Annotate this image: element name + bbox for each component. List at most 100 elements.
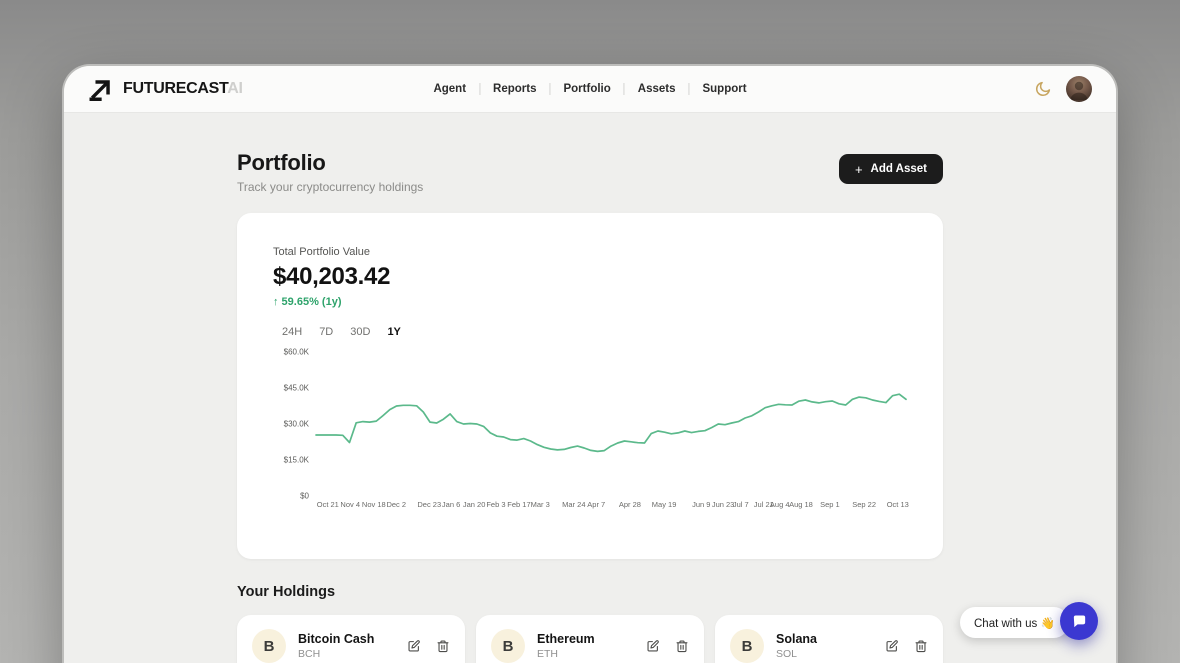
x-tick-label: Nov 4 [340,500,361,509]
edit-icon[interactable] [646,639,660,653]
asset-name: Ethereum [537,632,595,646]
brand-suffix-text: AI [227,80,243,97]
chat-with-us-button[interactable]: Chat with us 👋 [960,607,1069,638]
line-chart-svg [315,393,907,453]
nav-item-assets[interactable]: Assets [637,83,676,95]
nav-item-support[interactable]: Support [702,83,747,95]
nav-divider [479,83,481,95]
x-tick-label: Jan 20 [462,500,486,509]
asset-actions [407,639,450,653]
chat-bubble-button[interactable] [1060,602,1098,640]
asset-name: Bitcoin Cash [298,632,375,646]
range-tabs: 24H 7D 30D 1Y [282,326,906,338]
asset-actions [885,639,928,653]
page-head: Portfolio Track your cryptocurrency hold… [237,150,943,194]
edit-icon[interactable] [407,639,421,653]
holding-card: B Ethereum ETH [476,615,704,663]
chart-y-axis: $60.0K $45.0K $30.0K $15.0K $0 [273,348,316,501]
x-tick-label: Jun 23 [711,500,735,509]
y-tick-label: $45.0K [283,383,309,393]
y-tick-label: $0 [300,491,309,501]
x-tick-label: Aug 4 [769,500,790,509]
asset-names: Solana SOL [776,632,817,660]
add-asset-button[interactable]: + Add Asset [838,154,943,184]
app-header: FUTURECASTAI Agent Reports Portfolio Assets… [64,66,1116,113]
total-value: $40,203.42 [273,263,391,290]
portfolio-value-line [315,393,907,453]
x-tick-label: Nov 18 [361,500,386,509]
main-nav: Agent Reports Portfolio Assets Support [433,83,747,95]
nav-divider [623,83,625,95]
y-tick-label: $30.0K [283,419,309,429]
avatar[interactable] [1066,76,1092,102]
portfolio-value-card: Total Portfolio Value $40,203.42 ↑ 59.65… [237,213,943,559]
holdings-grid: B Bitcoin Cash BCH [237,615,943,663]
x-tick-label: May 19 [651,500,677,509]
asset-symbol: ETH [537,648,558,660]
main-content: Portfolio Track your cryptocurrency hold… [237,150,943,663]
total-value-label: Total Portfolio Value [273,246,371,258]
header-right [1034,76,1092,102]
value-change: ↑ 59.65% (1y) [273,296,342,308]
asset-avatar: B [730,629,764,663]
moon-icon[interactable] [1034,80,1052,98]
holding-card-head: B Solana SOL [730,629,928,663]
brand-name: FUTURECASTAI [123,80,243,98]
asset-avatar-letter: B [263,637,275,655]
range-tab-30d[interactable]: 30D [350,326,371,338]
x-tick-label: Dec 23 [417,500,442,509]
app-window: FUTURECASTAI Agent Reports Portfolio Assets… [64,66,1116,663]
range-tab-1y[interactable]: 1Y [387,326,401,338]
holding-card-head: B Ethereum ETH [491,629,689,663]
x-tick-label: Jul 21 [753,500,774,509]
nav-divider [549,83,551,95]
nav-item-agent[interactable]: Agent [433,83,467,95]
add-asset-label: Add Asset [870,163,927,175]
page-subtitle: Track your cryptocurrency holdings [237,180,424,194]
x-tick-label: Jul 7 [732,500,749,509]
page-title: Portfolio [237,150,326,175]
x-tick-label: Oct 21 [316,500,339,509]
asset-avatar: B [491,629,525,663]
arrow-up-right-logo-icon [88,76,114,102]
holding-card: B Bitcoin Cash BCH [237,615,465,663]
x-tick-label: Aug 18 [789,500,813,509]
x-tick-label: Feb 3 [486,500,506,509]
x-tick-label: Mar 3 [530,500,550,509]
portfolio-chart: $60.0K $45.0K $30.0K $15.0K $0 [273,348,907,501]
asset-names: Bitcoin Cash BCH [298,632,374,660]
x-tick-label: Sep 22 [852,500,876,509]
chart-plot-area[interactable] [315,352,907,496]
asset-avatar-letter: B [741,637,753,655]
trash-icon[interactable] [436,639,450,653]
range-tab-24h[interactable]: 24H [282,326,303,338]
asset-avatar: B [252,629,286,663]
x-tick-label: Jun 9 [692,500,711,509]
holding-card-head: B Bitcoin Cash BCH [252,629,450,663]
asset-avatar-letter: B [502,637,514,655]
asset-symbol: SOL [776,648,798,660]
nav-item-portfolio[interactable]: Portfolio [563,83,611,95]
chat-bubble-icon [1073,614,1085,627]
range-tab-7d[interactable]: 7D [319,326,334,338]
trash-icon[interactable] [675,639,689,653]
y-tick-label: $15.0K [283,455,309,465]
chat-with-us-label: Chat with us 👋 [974,617,1055,630]
page-title-block: Portfolio Track your cryptocurrency hold… [237,150,423,194]
edit-icon[interactable] [885,639,899,653]
y-tick-label: $60.0K [283,347,309,357]
x-tick-label: Apr 7 [587,500,606,509]
x-tick-label: Feb 17 [507,500,531,509]
chart-x-axis: Oct 21 Nov 4 Nov 18 Dec 2 Dec 23 Jan 6 Jan 20 F… [316,498,909,512]
x-tick-label: Oct 13 [886,500,909,509]
holdings-section-title: Your Holdings [237,584,336,600]
x-tick-label: Sep 1 [820,500,840,509]
nav-item-reports[interactable]: Reports [493,83,537,95]
x-tick-label: Mar 24 [562,500,586,509]
asset-symbol: BCH [298,648,321,660]
x-tick-label: Apr 28 [618,500,641,509]
asset-name: Solana [776,632,817,646]
brand-logo[interactable]: FUTURECASTAI [88,76,243,102]
trash-icon[interactable] [914,639,928,653]
holding-card: B Solana SOL [715,615,943,663]
